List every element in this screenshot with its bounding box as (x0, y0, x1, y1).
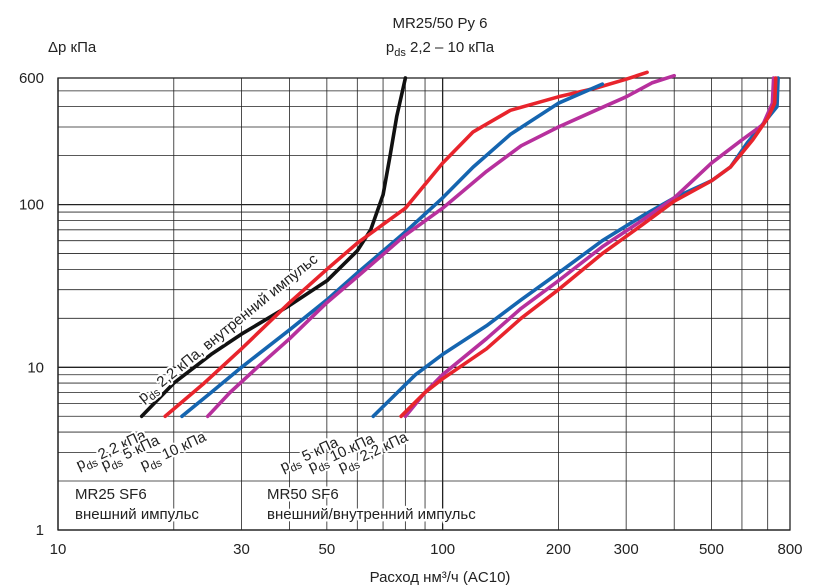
x-axis-label: Расход нм³/ч (AC10) (370, 569, 511, 585)
subtitle-text: 2,2 – 10 кПа (406, 39, 495, 56)
caption-1-line-1: MR25 SF6 (75, 486, 147, 503)
x-tick-label: 100 (430, 541, 455, 558)
series-line-1 (139, 76, 408, 419)
x-tick-label: 50 (319, 541, 336, 558)
y-tick-label: 1 (36, 522, 44, 539)
y-tick-label: 600 (19, 70, 44, 87)
tick-labels: 10 30 50 100 200 300 500 800 1 10 100 600 (19, 70, 803, 558)
x-tick-label: 200 (546, 541, 571, 558)
chart-subtitle: pds 2,2 – 10 кПа (386, 39, 495, 59)
x-tick-label: 500 (699, 541, 724, 558)
subtitle-p: p (386, 39, 394, 56)
caption-1-line-2: внешний импульс (75, 506, 199, 523)
x-tick-label: 30 (233, 541, 250, 558)
captions: MR25 SF6 внешний импульс MR50 SF6 внешний/в… (73, 484, 479, 526)
plot-frame (57, 77, 791, 531)
series-line-3 (180, 82, 605, 419)
y-tick-label: 100 (19, 197, 44, 214)
caption-2-line-1: MR50 SF6 (267, 486, 339, 503)
subtitle-sub: ds (394, 47, 406, 59)
series-line-7 (399, 76, 778, 419)
series-line-4 (205, 73, 676, 419)
series-layer (139, 70, 780, 419)
y-axis-label: Δp кПа (48, 39, 97, 56)
x-tick-label: 300 (614, 541, 639, 558)
y-tick-label: 10 (27, 359, 44, 376)
chart-title: MR25/50 Ру 6 (392, 15, 487, 32)
x-tick-label: 800 (777, 541, 802, 558)
axis-labels: MR25/50 Ру 6 pds 2,2 – 10 кПа Δp кПа Рас… (48, 15, 510, 585)
caption-2-line-2: внешний/внутренний импульс (267, 506, 476, 523)
x-tick-label: 10 (50, 541, 67, 558)
